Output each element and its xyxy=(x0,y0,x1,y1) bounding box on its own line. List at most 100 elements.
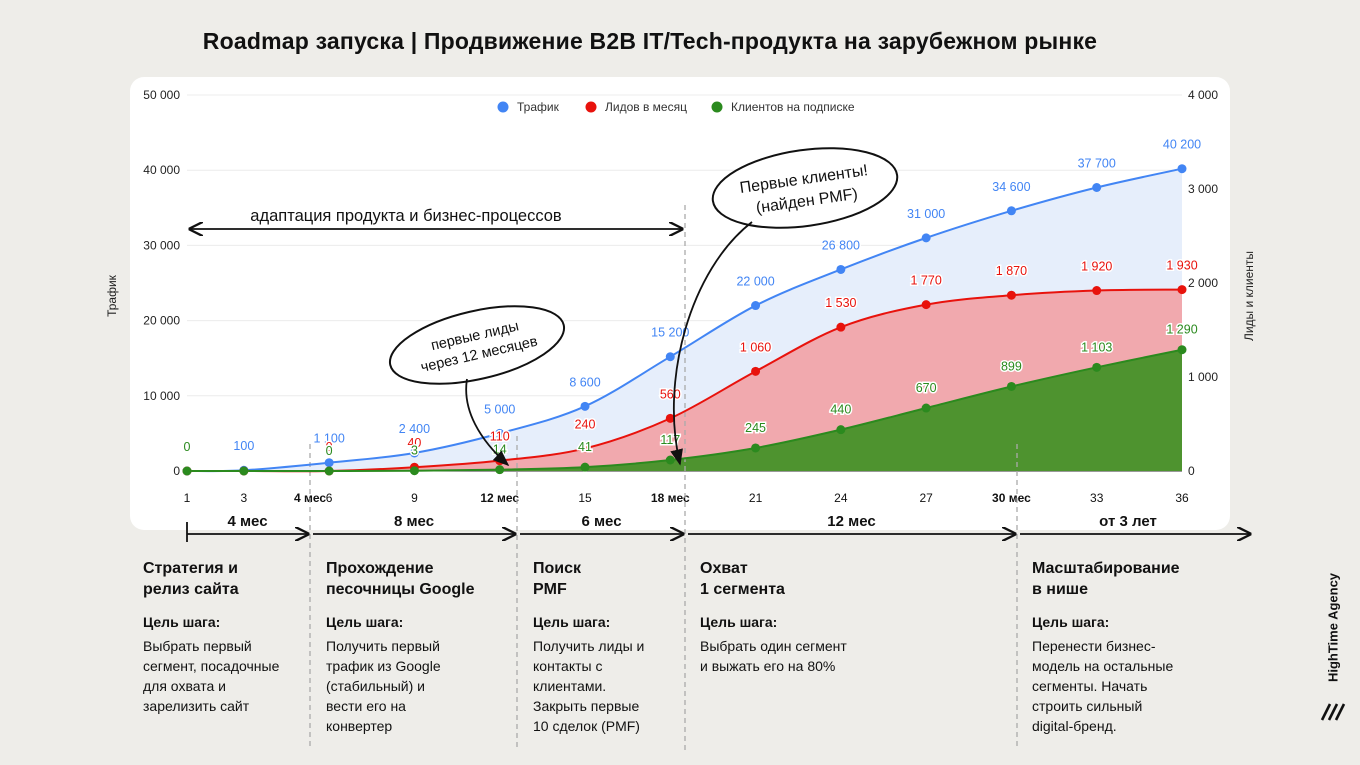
x-tick-label: 6 xyxy=(326,491,333,505)
x-tick-label: 21 xyxy=(749,491,763,505)
legend-label: Трафик xyxy=(517,100,560,114)
clients-data-label: 1 103 xyxy=(1081,340,1112,354)
traffic-point xyxy=(665,352,675,362)
x-tick-label: 36 xyxy=(1175,491,1189,505)
y-tick-label: 0 xyxy=(173,464,180,478)
x-tick-label: 24 xyxy=(834,491,848,505)
traffic-data-label: 40 200 xyxy=(1163,138,1201,152)
y2-tick-label: 3 000 xyxy=(1188,182,1218,196)
clients-data-label: 117 xyxy=(660,433,680,447)
clients-data-label: 245 xyxy=(745,421,766,435)
leads-point xyxy=(665,413,675,423)
leads-point xyxy=(751,366,761,376)
stage-scaling: Масштабирование в нише Цель шага: Перене… xyxy=(1032,558,1222,736)
legend-label: Клиентов на подписке xyxy=(731,100,855,114)
first-clients-arrow xyxy=(670,221,753,466)
stage-description: Перенести бизнес- модель на остальные се… xyxy=(1032,638,1174,734)
leads-point xyxy=(836,322,846,332)
leads-point xyxy=(1006,290,1016,300)
stage-title: Масштабирование в нише xyxy=(1032,560,1180,598)
traffic-point xyxy=(1177,164,1187,174)
adaptation-label: адаптация продукта и бизнес-процессов xyxy=(250,207,562,225)
y2-tick-label: 1 000 xyxy=(1188,370,1218,384)
traffic-point xyxy=(836,264,846,274)
traffic-point xyxy=(580,401,590,411)
traffic-point xyxy=(495,428,505,438)
clients-data-label: 0 xyxy=(326,444,333,458)
x-tick-label: 30 мес xyxy=(992,491,1031,505)
y-tick-label: 20 000 xyxy=(143,314,180,328)
clients-point xyxy=(1177,345,1187,355)
clients-data-label: 670 xyxy=(916,381,937,395)
stage-title: Стратегия и релиз сайта xyxy=(143,560,239,598)
stage-title: Поиск PMF xyxy=(533,560,582,598)
x-tick-label: 1 xyxy=(184,491,191,505)
stage-strategy: Стратегия и релиз сайта Цель шага: Выбра… xyxy=(143,558,333,716)
clients-point xyxy=(495,465,505,475)
brand-name: HighTime Agency xyxy=(1325,572,1341,683)
clients-point xyxy=(182,466,192,476)
traffic-data-label: 1 100 xyxy=(314,432,345,446)
traffic-point xyxy=(1092,182,1102,192)
traffic-point xyxy=(409,448,419,458)
stage-description: Выбрать один сегмент и выжать его на 80% xyxy=(700,638,847,674)
stage-description: Выбрать первый сегмент, посадочные для о… xyxy=(143,638,280,714)
phase-duration: 12 мес xyxy=(827,513,875,530)
leads-data-label: 1 920 xyxy=(1081,260,1112,274)
page-title: Roadmap запуска | Продвижение B2B IT/Tec… xyxy=(202,28,1098,54)
leads-data-label: 1 060 xyxy=(740,340,771,354)
hightime-logo-icon xyxy=(1320,703,1346,721)
phase-duration: от 3 лет xyxy=(1099,513,1157,530)
y2-axis-label: Лиды и клиенты xyxy=(1242,251,1256,341)
leads-point xyxy=(1092,286,1102,296)
phase-duration: 6 мес xyxy=(581,513,621,530)
stage-pmf: Поиск PMF Цель шага: Получить лиды и кон… xyxy=(533,558,723,736)
traffic-data-label: 100 xyxy=(233,439,254,453)
stage-title: Прохождение песочницы Google xyxy=(326,560,475,598)
clients-point xyxy=(580,462,590,472)
brand: HighTime Agency xyxy=(1320,560,1346,730)
x-tick-label: 27 xyxy=(919,491,933,505)
clients-point xyxy=(921,403,931,413)
clients-point xyxy=(751,443,761,453)
y2-tick-label: 4 000 xyxy=(1188,88,1218,102)
legend-marker xyxy=(497,101,509,113)
clients-point xyxy=(239,466,249,476)
leads-data-label: 40 xyxy=(407,436,421,450)
x-tick-label: 15 xyxy=(578,491,592,505)
traffic-data-label: 31 000 xyxy=(907,207,945,221)
stage-goal-label: Цель шага: xyxy=(326,614,404,630)
clients-point xyxy=(1006,381,1016,391)
first-clients-bubble xyxy=(711,147,899,229)
clients-point xyxy=(1092,362,1102,372)
first-leads-bubble xyxy=(388,305,566,385)
stage-description: Получить лиды и контакты с клиентами. За… xyxy=(533,638,645,734)
traffic-data-label: 8 600 xyxy=(569,375,600,389)
clients-area xyxy=(187,349,1182,472)
clients-point xyxy=(409,466,419,476)
x-tick-label: 12 мес xyxy=(480,491,519,505)
first-leads-callout: первые лидычерез 12 месяцев xyxy=(388,305,566,385)
leads-point xyxy=(580,443,590,453)
legend-label: Лидов в месяц xyxy=(605,100,687,114)
clients-point xyxy=(665,455,675,465)
y-axis-label: Трафик xyxy=(105,274,119,317)
clients-data-label: 1 290 xyxy=(1166,323,1197,337)
stage-title: Охват 1 сегмента xyxy=(700,560,785,598)
stage-segment: Охват 1 сегмента Цель шага: Выбрать один… xyxy=(700,558,890,676)
traffic-data-label: 2 400 xyxy=(399,422,430,436)
leads-data-label: 1 530 xyxy=(825,296,856,310)
leads-data-label: 560 xyxy=(660,387,681,401)
x-tick-label: 18 мес xyxy=(651,491,690,505)
stage-goal-label: Цель шага: xyxy=(533,614,611,630)
legend-marker xyxy=(711,101,723,113)
clients-data-label: 899 xyxy=(1001,359,1022,373)
leads-point xyxy=(1177,285,1187,295)
stage-goal-label: Цель шага: xyxy=(143,614,221,630)
stage-goal-label: Цель шага: xyxy=(1032,614,1110,630)
clients-point xyxy=(836,425,846,435)
leads-data-label: 1 870 xyxy=(996,264,1027,278)
leads-data-label: 110 xyxy=(490,430,510,444)
leads-data-label: 0 xyxy=(326,440,333,454)
